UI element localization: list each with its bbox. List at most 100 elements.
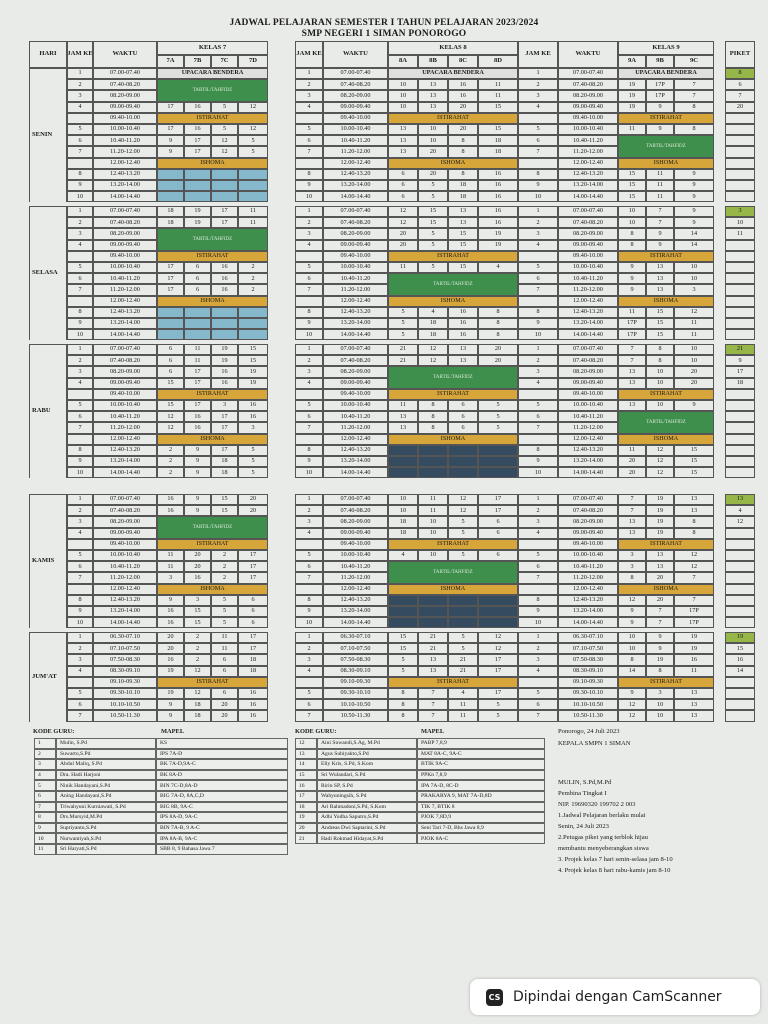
waktu-cell: 11.20-12.00 bbox=[558, 572, 618, 584]
period-cell: 8 bbox=[618, 572, 646, 584]
page-title: JADWAL PELAJARAN SEMESTER I TAHUN PELAJA… bbox=[229, 18, 539, 28]
waktu-cell: 08.20-09.00 bbox=[93, 366, 157, 378]
period-cell: 9 bbox=[618, 262, 646, 274]
period-cell: 6 bbox=[157, 366, 184, 378]
teacher-no: 19 bbox=[295, 812, 317, 823]
period-cell: 8 bbox=[388, 699, 418, 711]
waktu-cell: 13.20-14.00 bbox=[93, 180, 157, 192]
period-cell: 16 bbox=[478, 206, 518, 218]
waktu-cell: 09.40-10.00 bbox=[93, 538, 157, 550]
period-cell: 6 bbox=[478, 527, 518, 539]
projek-cell bbox=[211, 329, 238, 341]
waktu-cell: 09.40-10.00 bbox=[558, 250, 618, 262]
period-cell: 12 bbox=[211, 146, 238, 158]
jam-cell: 7 bbox=[67, 422, 93, 434]
period-cell: 7 bbox=[618, 505, 646, 517]
projek-cell bbox=[211, 191, 238, 203]
period-cell: 8 bbox=[448, 168, 478, 180]
waktu-cell: 14.00-14.40 bbox=[323, 617, 388, 629]
period-cell: 5 bbox=[211, 606, 238, 618]
jam-cell: 3 bbox=[295, 366, 323, 378]
waktu-cell: 10.40-11.20 bbox=[93, 135, 157, 147]
period-cell: 8 bbox=[388, 710, 418, 722]
period-cell: 11 bbox=[238, 206, 268, 218]
teacher-name: Abdul Maliq, S.Pd bbox=[56, 759, 156, 770]
projek-cell bbox=[448, 444, 478, 456]
jam-cell: 9 bbox=[67, 180, 93, 192]
jam-cell: 2 bbox=[295, 643, 323, 655]
period-cell: 19 bbox=[646, 494, 674, 506]
piket-cell bbox=[725, 388, 755, 400]
period-cell: 8 bbox=[674, 124, 714, 136]
jam-cell bbox=[518, 583, 558, 595]
jam-cell: 3 bbox=[67, 654, 93, 666]
projek-cell bbox=[388, 456, 418, 468]
waktu-cell: 08.20-09.00 bbox=[558, 366, 618, 378]
jam-cell: 10 bbox=[295, 467, 323, 479]
jam-cell: 4 bbox=[295, 665, 323, 677]
period-cell: 18 bbox=[184, 699, 211, 711]
period-cell: 17 bbox=[238, 643, 268, 655]
period-cell: 21 bbox=[448, 665, 478, 677]
jam-cell: 5 bbox=[295, 688, 323, 700]
jam-cell: 7 bbox=[295, 572, 323, 584]
waktu-cell: 10.50-11.30 bbox=[93, 710, 157, 722]
period-cell: 21 bbox=[448, 654, 478, 666]
waktu-cell: 12.40-13.20 bbox=[558, 444, 618, 456]
piket-cell bbox=[725, 550, 755, 562]
period-cell: 21 bbox=[388, 344, 418, 356]
waktu-cell: 12.40-13.20 bbox=[323, 168, 388, 180]
period-cell: 7 bbox=[418, 710, 448, 722]
projek-cell bbox=[478, 456, 518, 468]
jam-cell: 10 bbox=[67, 467, 93, 479]
period-cell: 3 bbox=[157, 572, 184, 584]
period-cell: 6 bbox=[157, 355, 184, 367]
period-cell: 12 bbox=[388, 206, 418, 218]
period-cell: 18 bbox=[388, 516, 418, 528]
kelas9-header: KELAS 9 bbox=[618, 41, 714, 55]
waktu-cell: 07.40-08.20 bbox=[323, 217, 388, 229]
signature-rank: Pembina Tingkat I bbox=[558, 790, 607, 797]
period-cell: 19 bbox=[211, 355, 238, 367]
period-cell: 8 bbox=[448, 135, 478, 147]
period-cell: 10 bbox=[388, 101, 418, 113]
teacher-subject: PJOK 8A-C bbox=[417, 833, 545, 844]
ishoma-bar: ISHOMA bbox=[157, 583, 268, 595]
waktu-cell: 07.40-08.20 bbox=[93, 217, 157, 229]
period-cell: 5 bbox=[448, 527, 478, 539]
jam-cell: 9 bbox=[67, 318, 93, 330]
jam-cell: 4 bbox=[67, 377, 93, 389]
period-cell: 9 bbox=[646, 643, 674, 655]
teacher-name: Agus Subiyakto,S.Pd bbox=[317, 748, 417, 760]
period-cell: 6 bbox=[448, 411, 478, 423]
period-cell: 7 bbox=[646, 617, 674, 629]
jam-cell: 2 bbox=[67, 79, 93, 91]
jam-cell: 8 bbox=[295, 444, 323, 456]
jam-cell: 5 bbox=[67, 124, 93, 136]
jam-cell: 7 bbox=[295, 146, 323, 158]
period-cell: 13 bbox=[618, 366, 646, 378]
waktu-cell: 07.00-07.40 bbox=[93, 68, 157, 80]
projek-cell bbox=[448, 594, 478, 606]
waktu-cell: 09.00-09.40 bbox=[323, 239, 388, 251]
piket-cell bbox=[725, 710, 755, 722]
waktu-cell: 14.00-14.40 bbox=[558, 617, 618, 629]
jam-cell: 6 bbox=[518, 273, 558, 285]
period-cell: 19 bbox=[157, 688, 184, 700]
waktu-cell: 07.00-07.40 bbox=[558, 68, 618, 80]
period-cell: 6 bbox=[448, 400, 478, 412]
period-cell: 16 bbox=[157, 654, 184, 666]
teacher-name: Mulin, S.Pd bbox=[56, 738, 156, 749]
jam-cell: 9 bbox=[67, 456, 93, 468]
teacher-no: 5 bbox=[34, 780, 56, 791]
period-cell: 10 bbox=[674, 273, 714, 285]
period-cell: 10 bbox=[618, 643, 646, 655]
period-cell: 18 bbox=[418, 329, 448, 341]
jam-cell: 4 bbox=[518, 239, 558, 251]
waktu-cell: 07.00-07.40 bbox=[323, 206, 388, 218]
period-cell: 11 bbox=[157, 561, 184, 573]
jam-cell: 2 bbox=[295, 355, 323, 367]
waktu-cell: 11.20-12.00 bbox=[323, 422, 388, 434]
period-cell: 20 bbox=[157, 632, 184, 644]
class-header: 7D bbox=[238, 55, 268, 68]
